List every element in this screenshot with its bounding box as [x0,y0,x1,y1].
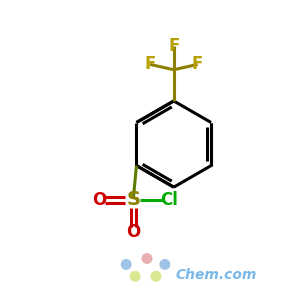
Circle shape [160,260,170,269]
Circle shape [122,260,131,269]
Text: F: F [168,37,179,55]
Text: F: F [192,56,203,74]
Circle shape [151,272,161,281]
Text: F: F [144,56,156,74]
Text: O: O [92,191,106,209]
Text: Chem.com: Chem.com [175,268,256,282]
Text: Cl: Cl [160,191,178,209]
Text: S: S [127,190,140,209]
Circle shape [130,272,140,281]
Circle shape [142,254,152,263]
Text: O: O [126,224,141,242]
